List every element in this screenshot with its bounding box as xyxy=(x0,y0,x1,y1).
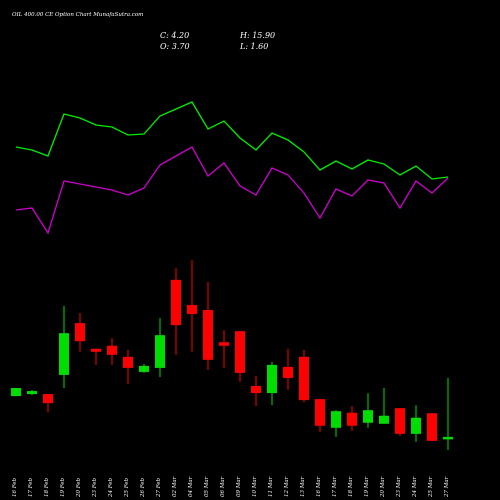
line-series xyxy=(15,101,449,180)
candle-body xyxy=(155,335,165,368)
x-tick-label: 10 Mar xyxy=(252,476,258,497)
high-label: H: 15.90 xyxy=(239,31,275,40)
x-tick-label: 12 Mar xyxy=(284,476,290,497)
candle-body xyxy=(267,364,277,394)
line-series xyxy=(15,146,449,235)
candle-body xyxy=(315,399,325,426)
candle-body xyxy=(171,279,181,326)
candle-body xyxy=(379,415,389,424)
candle-body xyxy=(187,304,197,315)
candle-body xyxy=(91,348,101,352)
candle-body xyxy=(443,436,453,440)
x-tick-label: 17 Feb xyxy=(28,477,34,497)
candle-body xyxy=(363,410,373,423)
x-tick-label: 09 Mar xyxy=(236,476,242,497)
x-tick-label: 26 Feb xyxy=(140,477,146,498)
x-tick-label: 06 Mar xyxy=(220,476,226,497)
x-tick-label: 16 Mar xyxy=(316,476,322,497)
x-tick-label: 13 Mar xyxy=(300,476,306,497)
x-tick-label: 16 Feb xyxy=(12,477,18,497)
candle-body xyxy=(283,366,293,378)
chart-title: OIL 400.00 CE Option Chart MunafaSutra.c… xyxy=(12,12,143,18)
candle-body xyxy=(43,394,53,404)
low-label: L: 1.60 xyxy=(239,42,268,51)
candle-body xyxy=(395,408,405,434)
candle-body xyxy=(11,388,21,397)
x-tick-label: 04 Mar xyxy=(188,476,194,497)
x-tick-label: 27 Feb xyxy=(156,477,162,498)
x-tick-label: 19 Mar xyxy=(364,476,370,497)
x-tick-label: 25 Feb xyxy=(124,477,130,498)
x-tick-label: 23 Feb xyxy=(92,477,98,498)
candle-body xyxy=(123,356,133,368)
x-tick-label: 05 Mar xyxy=(204,476,210,497)
x-tick-label: 20 Mar xyxy=(380,476,386,498)
x-tick-label: 27 Mar xyxy=(444,476,450,498)
x-tick-label: 18 Feb xyxy=(44,477,50,497)
x-tick-label: 18 Mar xyxy=(348,476,354,497)
candle-body xyxy=(27,391,37,395)
x-tick-label: 23 Mar xyxy=(396,476,402,498)
open-label: O: 3.70 xyxy=(160,42,190,51)
x-tick-label: 19 Feb xyxy=(60,477,66,497)
candle-body xyxy=(235,331,245,373)
candle-body xyxy=(299,356,309,401)
x-tick-label: 24 Mar xyxy=(412,476,418,498)
candle-body xyxy=(75,323,85,342)
x-tick-label: 24 Feb xyxy=(108,477,114,498)
candle-body xyxy=(427,413,437,441)
candle-body xyxy=(139,365,149,372)
x-tick-label: 20 Feb xyxy=(76,477,82,498)
x-tick-label: 02 Mar xyxy=(172,476,178,497)
candle-body xyxy=(251,386,261,394)
candle-body xyxy=(331,411,341,428)
close-label: C: 4.20 xyxy=(160,31,189,40)
candle-body xyxy=(59,333,69,375)
candle-body xyxy=(219,342,229,346)
x-tick-label: 11 Mar xyxy=(268,476,274,497)
candle-body xyxy=(411,417,421,434)
x-tick-label: 17 Mar xyxy=(332,476,338,497)
candle-body xyxy=(347,412,357,426)
candle-body xyxy=(203,310,213,360)
x-tick-label: 25 Mar xyxy=(428,476,434,498)
candle-body xyxy=(107,345,117,355)
